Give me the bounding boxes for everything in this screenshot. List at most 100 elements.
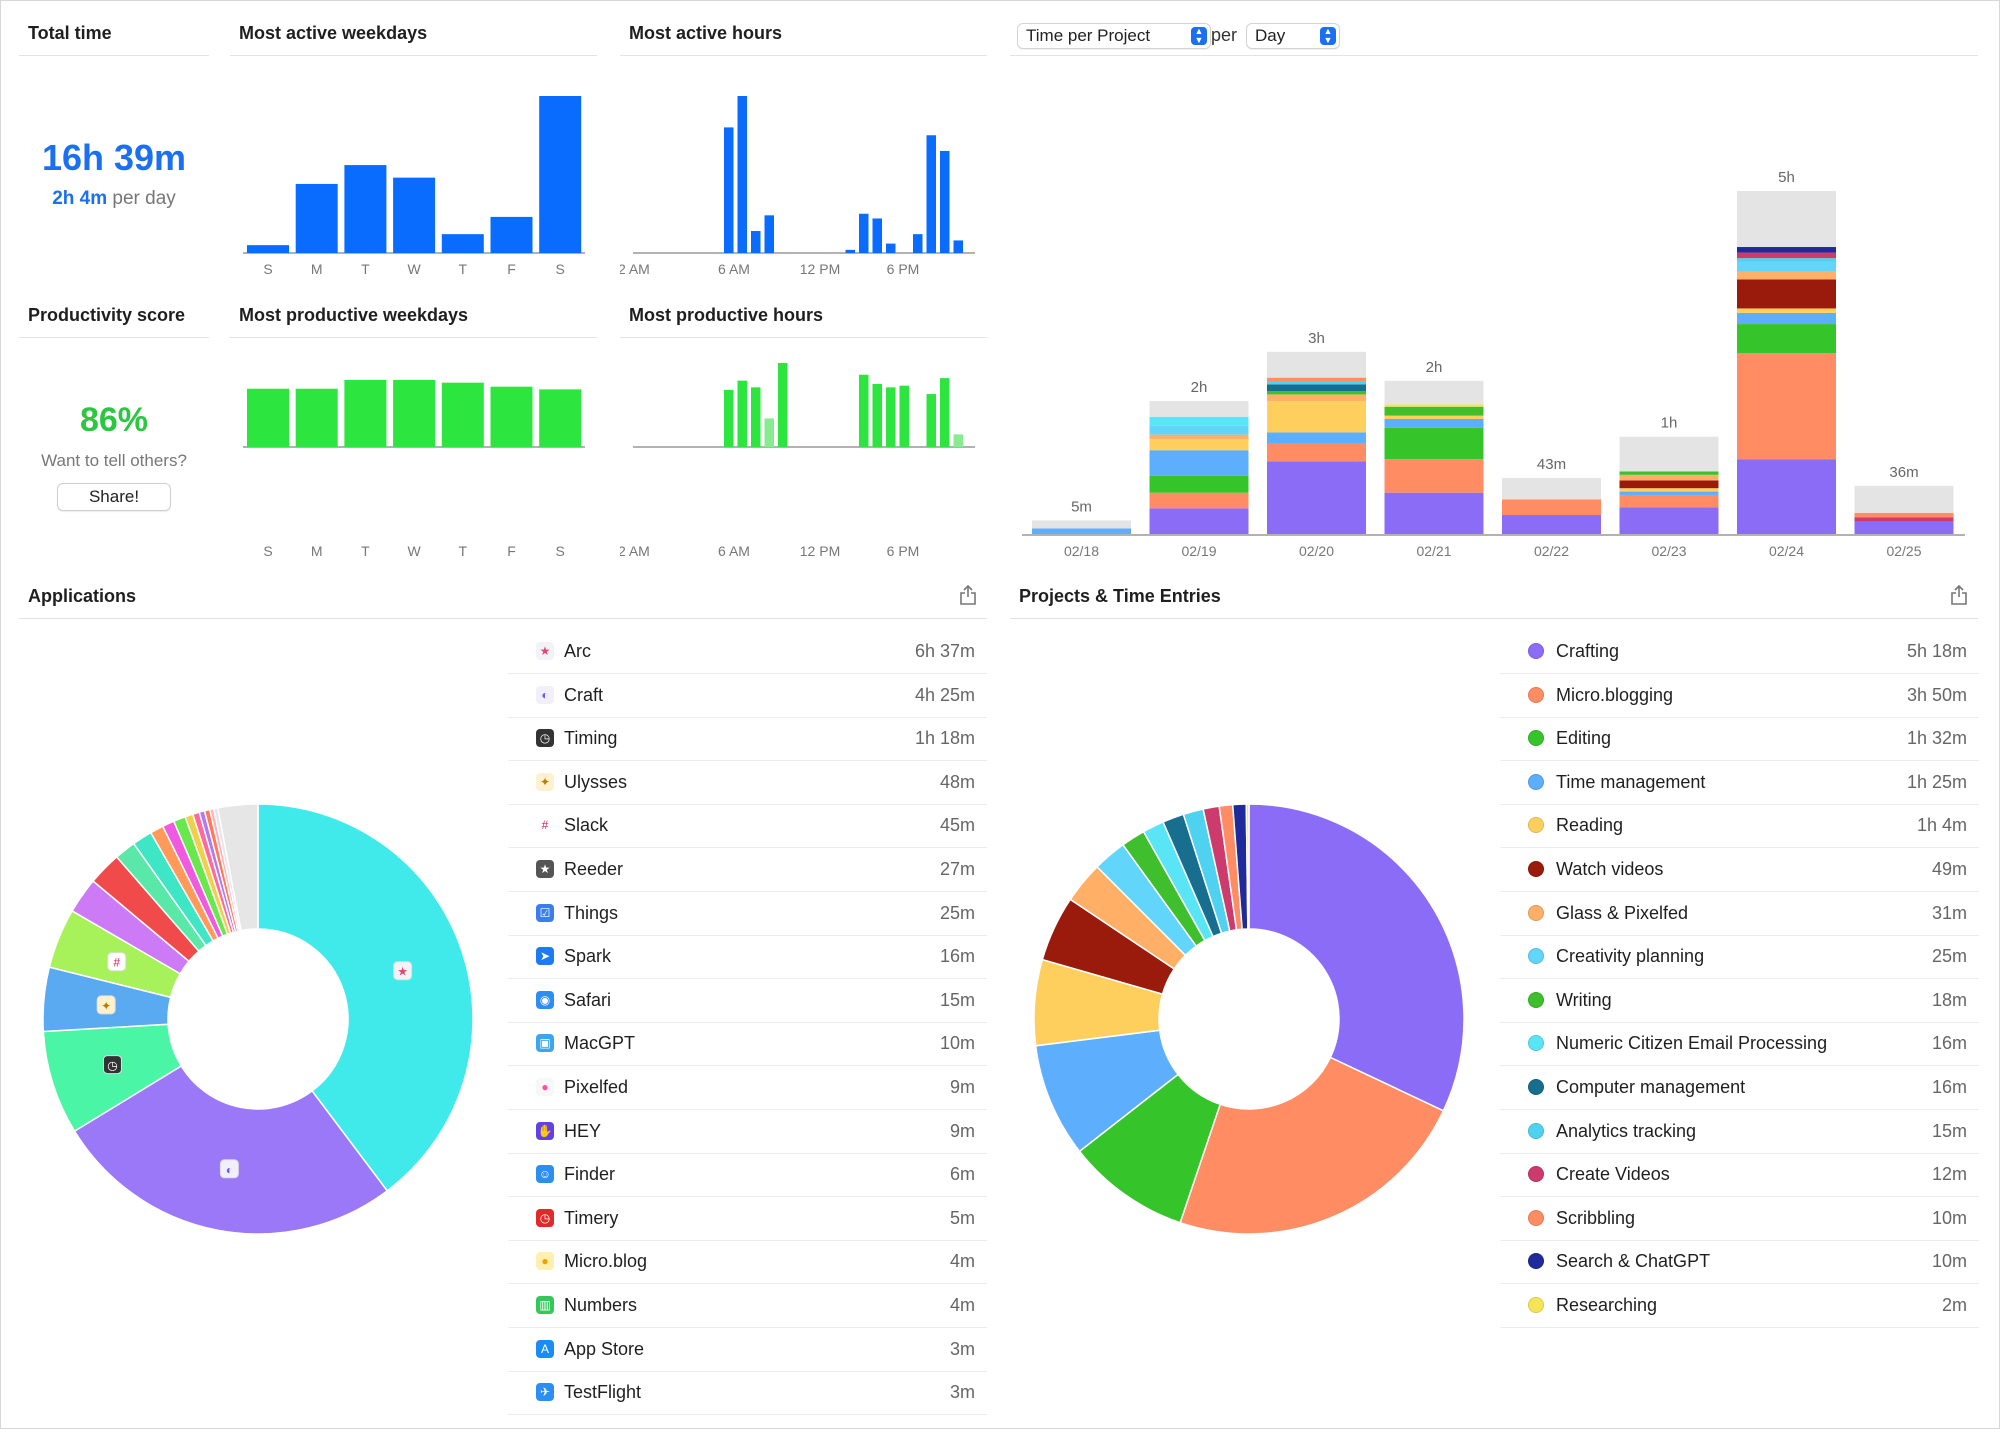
application-row[interactable]: ✋ HEY 9m: [508, 1110, 987, 1154]
application-name: Finder: [564, 1164, 616, 1185]
hour-tick-label: 12 PM: [800, 543, 840, 559]
weekday-bar: [344, 165, 387, 253]
project-row[interactable]: Numeric Citizen Email Processing 16m: [1500, 1022, 1979, 1067]
hour-bar: [724, 127, 734, 253]
divider: [620, 337, 987, 338]
slack-icon: [107, 952, 127, 972]
weekday-tick-label: S: [263, 261, 272, 277]
total-time-value: 16h 39m: [41, 137, 187, 178]
weekday-tick-label: T: [361, 261, 370, 277]
project-bar-segment: [1737, 271, 1836, 280]
project-bar-segment: [1384, 406, 1484, 416]
weekday-tick-label: M: [311, 261, 323, 277]
total-time-title: Total time: [28, 23, 112, 43]
application-duration: 27m: [939, 859, 975, 879]
application-row[interactable]: ◷ Timery 5m: [508, 1197, 987, 1241]
arc-icon: [393, 961, 413, 981]
project-row[interactable]: Create Videos 12m: [1500, 1153, 1979, 1198]
period-select[interactable]: Day ▲ ▼: [1246, 23, 1340, 49]
share-export-icon[interactable]: [959, 585, 977, 605]
project-row[interactable]: Reading 1h 4m: [1500, 804, 1979, 849]
project-row[interactable]: Writing 18m: [1500, 979, 1979, 1023]
project-bar-segment: [1384, 427, 1484, 460]
bar-total-label: 3h: [1308, 330, 1325, 347]
project-row[interactable]: Scribbling 10m: [1500, 1197, 1979, 1241]
hour-tick-label: 6 PM: [887, 543, 920, 559]
project-row[interactable]: Researching 2m: [1500, 1284, 1979, 1328]
date-tick-label: 02/21: [1416, 543, 1451, 559]
project-bar-segment: [1149, 434, 1249, 440]
project-duration: 5h 18m: [1906, 641, 1967, 661]
project-bar-segment: [1267, 443, 1366, 462]
weekday-bar: [247, 245, 289, 253]
application-row[interactable]: ▣ MacGPT 10m: [508, 1022, 987, 1067]
application-row[interactable]: ★ Arc 6h 37m: [508, 630, 987, 674]
project-duration: 16m: [1931, 1077, 1967, 1097]
share-export-icon[interactable]: [1950, 585, 1968, 605]
share-button[interactable]: Share!: [57, 483, 171, 511]
application-row[interactable]: ● Micro.blog 4m: [508, 1240, 987, 1285]
weekday-tick-label: T: [459, 261, 468, 277]
project-name: Crafting: [1556, 641, 1620, 661]
project-row[interactable]: Watch videos 49m: [1500, 848, 1979, 892]
application-row[interactable]: ▥ Numbers 4m: [508, 1284, 987, 1328]
project-name: Time management: [1556, 771, 1706, 792]
application-row[interactable]: ✦ Ulysses 48m: [508, 761, 987, 805]
application-name: Reeder: [564, 859, 624, 879]
project-duration: 1h 32m: [1906, 728, 1967, 749]
project-bar-segment: [1502, 515, 1601, 534]
application-row[interactable]: ◐ Craft 4h 25m: [508, 674, 987, 718]
project-row[interactable]: Crafting 5h 18m: [1500, 630, 1979, 674]
application-name: Timery: [564, 1207, 619, 1228]
application-name: Safari: [564, 989, 612, 1010]
application-name: Timing: [564, 728, 618, 749]
project-bar-segment: [1737, 258, 1836, 262]
hour-bar: [737, 380, 747, 447]
pixelfed-icon: ●: [536, 1078, 554, 1096]
project-bar-segment: [1384, 415, 1484, 419]
application-row[interactable]: A App Store 3m: [508, 1328, 987, 1372]
project-row[interactable]: Time management 1h 25m: [1500, 761, 1979, 805]
project-row[interactable]: Creativity planning 25m: [1500, 935, 1979, 980]
applications-donut-chart: ★ ◐ ◷ ✦ #: [42, 803, 474, 1235]
donut-slice: [73, 1064, 389, 1235]
hour-tick-label: 12 AM: [620, 543, 650, 559]
craft-icon: [219, 1159, 239, 1179]
project-row[interactable]: Glass & Pixelfed 31m: [1500, 892, 1979, 936]
share-prompt: Want to tell others?: [41, 451, 187, 470]
application-row[interactable]: ➤ Spark 16m: [508, 935, 987, 980]
hour-bar: [859, 374, 869, 447]
project-grouping-value: Time per Project: [1026, 26, 1151, 45]
project-name: Create Videos: [1556, 1164, 1670, 1185]
project-row[interactable]: Computer management 16m: [1500, 1066, 1979, 1110]
project-bar-segment: [1149, 450, 1249, 476]
reeder-icon: ★: [536, 860, 554, 878]
project-row[interactable]: Search & ChatGPT 10m: [1500, 1240, 1979, 1285]
project-bar-segment: [1384, 404, 1484, 407]
application-row[interactable]: ◉ Safari 15m: [508, 979, 987, 1023]
hour-bar: [872, 218, 882, 253]
color-dot-icon: [1528, 1166, 1544, 1183]
application-row[interactable]: # Slack 45m: [508, 804, 987, 849]
project-grouping-select[interactable]: Time per Project ▲ ▼: [1017, 23, 1211, 49]
ulysses-icon: ✦: [536, 772, 554, 791]
application-row[interactable]: ☺ Finder 6m: [508, 1153, 987, 1198]
project-bar-segment: [1267, 381, 1366, 385]
project-row[interactable]: Micro.blogging 3h 50m: [1500, 674, 1979, 718]
color-dot-icon: [1528, 773, 1544, 790]
application-row[interactable]: ☑ Things 25m: [508, 892, 987, 936]
application-duration: 6m: [949, 1164, 975, 1185]
project-name: Researching: [1556, 1295, 1658, 1315]
popup-stepper-icon: ▲ ▼: [1320, 27, 1336, 45]
safari-icon: ◉: [536, 990, 554, 1009]
divider: [1010, 55, 1978, 56]
hour-bar: [778, 363, 788, 447]
application-row[interactable]: ◷ Timing 1h 18m: [508, 717, 987, 762]
application-row[interactable]: ● Pixelfed 9m: [508, 1066, 987, 1110]
project-row[interactable]: Editing 1h 32m: [1500, 717, 1979, 762]
application-row[interactable]: ✈ TestFlight 3m: [508, 1371, 987, 1416]
project-row[interactable]: Analytics tracking 15m: [1500, 1110, 1979, 1154]
application-row[interactable]: ★ Reeder 27m: [508, 848, 987, 892]
